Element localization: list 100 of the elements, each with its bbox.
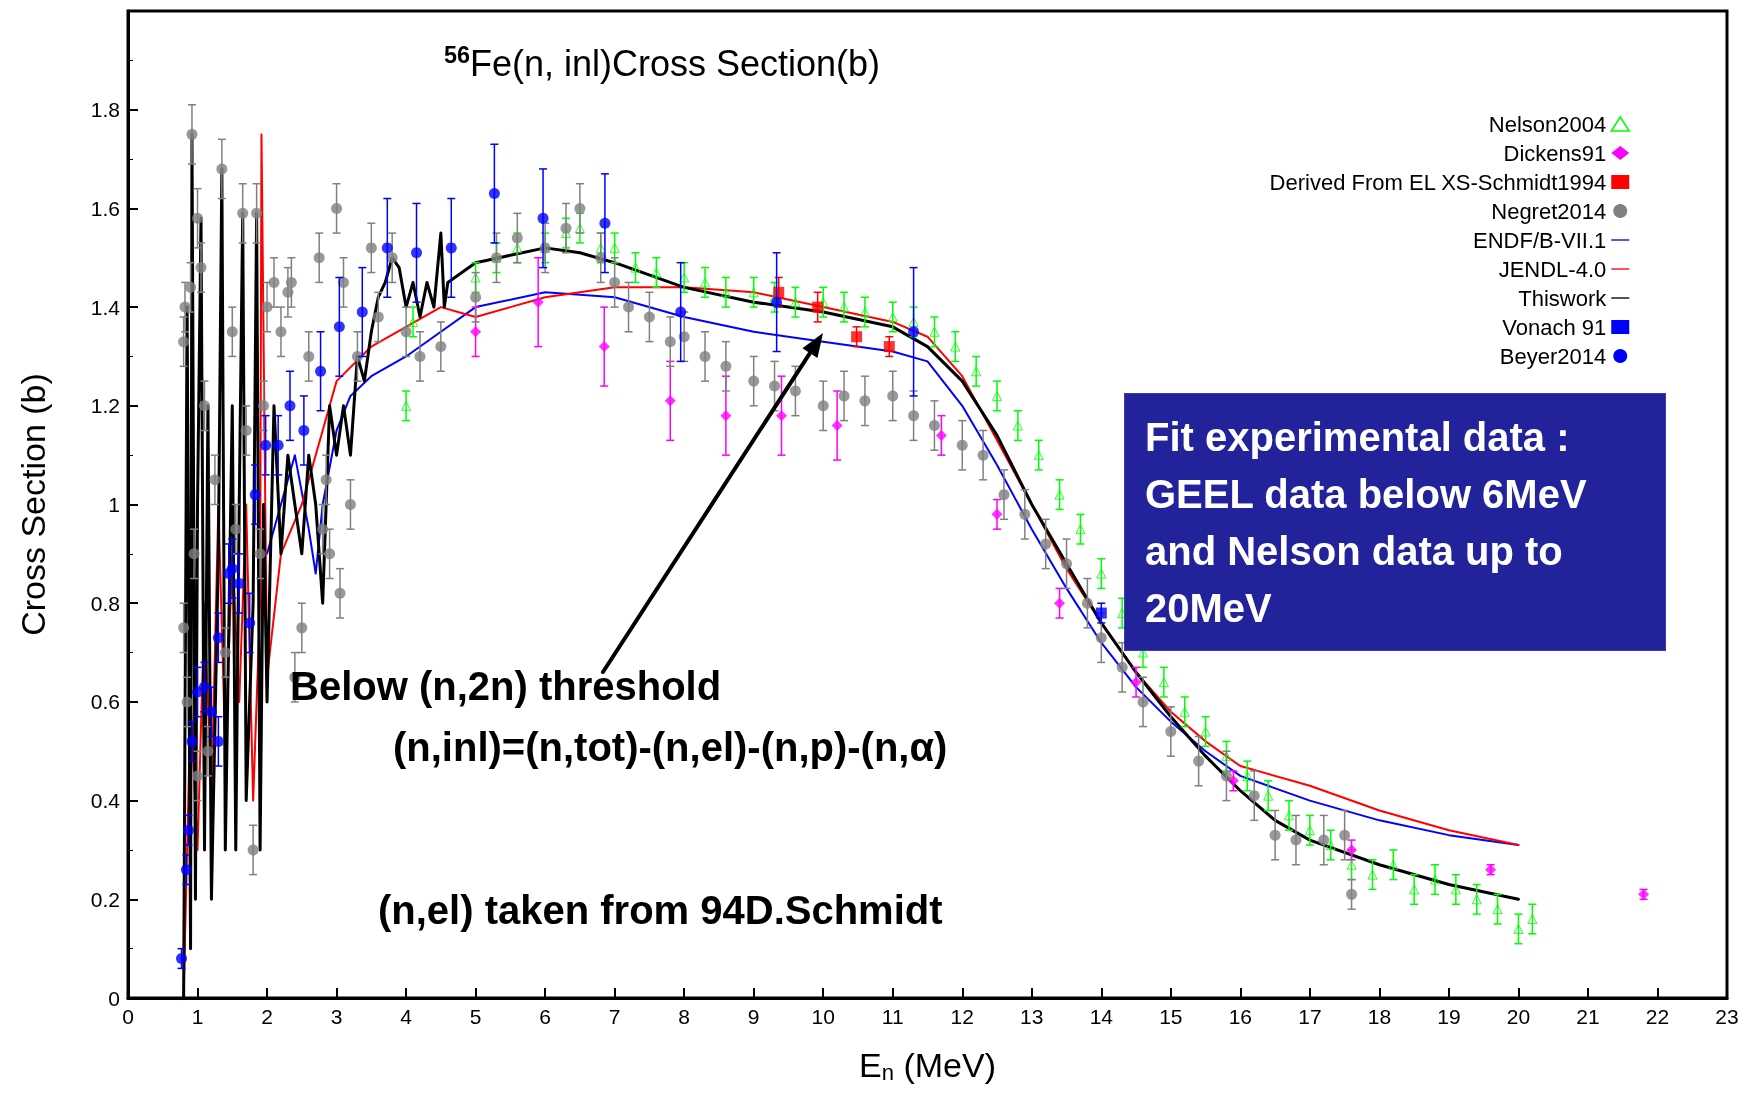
y-axis-title: Cross Section (b) bbox=[14, 373, 52, 636]
x-tick-label: 16 bbox=[1228, 1005, 1253, 1028]
point bbox=[249, 489, 261, 501]
x-tick-label: 14 bbox=[1089, 1005, 1114, 1028]
x-tick-label: 11 bbox=[881, 1005, 904, 1028]
point bbox=[445, 242, 457, 254]
point bbox=[1242, 770, 1253, 781]
point bbox=[1054, 597, 1066, 609]
legend-label: ENDF/B-VII.1 bbox=[1473, 227, 1607, 253]
point bbox=[818, 297, 829, 308]
point bbox=[1221, 751, 1232, 762]
point bbox=[1450, 884, 1461, 895]
point bbox=[950, 341, 961, 352]
point bbox=[790, 297, 801, 308]
point bbox=[599, 217, 611, 229]
point bbox=[1471, 894, 1482, 905]
annotation: Fit experimental data : GEEL data below 6MeV and Nelson data up to 20MeV bbox=[1145, 414, 1598, 630]
x-tick-label: 18 bbox=[1367, 1005, 1392, 1028]
point bbox=[1284, 810, 1295, 821]
point bbox=[1304, 825, 1315, 836]
point bbox=[883, 341, 895, 353]
point bbox=[226, 563, 238, 575]
point bbox=[272, 439, 284, 451]
point bbox=[1388, 859, 1399, 870]
point bbox=[183, 824, 194, 836]
point bbox=[315, 365, 327, 377]
point bbox=[1346, 844, 1358, 856]
point bbox=[512, 242, 523, 253]
point bbox=[1492, 904, 1503, 915]
point bbox=[470, 326, 482, 338]
x-tick-label: 3 bbox=[330, 1005, 343, 1028]
x-tick-label: 2 bbox=[261, 1005, 273, 1028]
x-tick-label: 15 bbox=[1159, 1005, 1183, 1028]
y-tick-label: 0.2 bbox=[90, 887, 120, 911]
x-tick-label: 22 bbox=[1645, 1005, 1670, 1028]
point bbox=[664, 395, 676, 407]
point bbox=[1513, 923, 1524, 934]
point bbox=[887, 311, 898, 322]
point bbox=[574, 223, 585, 234]
annotation: (n,el) taken from 94D.Schmidt bbox=[378, 888, 943, 932]
point bbox=[1054, 489, 1065, 500]
point bbox=[595, 242, 606, 253]
point bbox=[991, 508, 1003, 520]
point bbox=[839, 302, 850, 313]
legend-label: JENDL-4.0 bbox=[1498, 256, 1607, 282]
point bbox=[411, 247, 423, 259]
point bbox=[1179, 706, 1190, 717]
point bbox=[598, 341, 610, 353]
point bbox=[284, 400, 296, 412]
y-tick-label: 1 bbox=[108, 493, 120, 516]
point bbox=[748, 287, 759, 298]
point bbox=[630, 262, 641, 273]
x-tick-label: 1 bbox=[191, 1005, 204, 1028]
point bbox=[1346, 859, 1357, 870]
point bbox=[720, 287, 731, 298]
annotation: Below (n,2n) threshold bbox=[290, 664, 722, 708]
legend-label: Beyer2014 bbox=[1499, 343, 1607, 369]
point bbox=[609, 242, 620, 253]
y-tick-label: 0 bbox=[108, 986, 120, 1010]
x-tick-label: 23 bbox=[1715, 1005, 1739, 1028]
legend-label: Thiswork bbox=[1518, 285, 1608, 311]
point bbox=[532, 296, 544, 308]
point bbox=[812, 301, 824, 313]
point bbox=[651, 267, 662, 278]
legend-label: Nelson2004 bbox=[1488, 111, 1607, 137]
x-tick-label: 13 bbox=[1020, 1005, 1044, 1028]
y-tick-label: 0.8 bbox=[90, 591, 120, 615]
point bbox=[929, 326, 940, 337]
x-tick-label: 9 bbox=[747, 1005, 760, 1028]
y-tick-label: 1.8 bbox=[90, 98, 120, 122]
point bbox=[1200, 726, 1211, 737]
point bbox=[1527, 914, 1538, 925]
point bbox=[1409, 884, 1420, 895]
point bbox=[992, 390, 1003, 401]
point bbox=[851, 331, 863, 343]
point bbox=[1367, 869, 1378, 880]
point bbox=[1430, 874, 1441, 885]
x-tick-label: 6 bbox=[539, 1005, 551, 1028]
point bbox=[908, 326, 920, 338]
y-tick-label: 0.6 bbox=[90, 690, 120, 714]
point bbox=[356, 306, 368, 318]
point bbox=[859, 307, 870, 318]
point bbox=[401, 400, 412, 411]
point bbox=[470, 272, 481, 283]
legend-label: Derived From EL XS-Schmidt1994 bbox=[1269, 169, 1607, 195]
legend-label: Negret2014 bbox=[1491, 198, 1607, 224]
point bbox=[771, 296, 783, 308]
x-tick-label: 7 bbox=[608, 1005, 621, 1028]
x-tick-label: 4 bbox=[400, 1005, 413, 1028]
point bbox=[488, 188, 500, 200]
point bbox=[1075, 524, 1086, 535]
point bbox=[1227, 775, 1239, 787]
y-tick-label: 0.4 bbox=[90, 789, 121, 813]
point bbox=[935, 429, 947, 441]
x-tick-label: 19 bbox=[1437, 1005, 1461, 1028]
point bbox=[381, 242, 393, 254]
y-tick-label: 1.6 bbox=[90, 196, 120, 220]
point bbox=[1325, 840, 1336, 851]
point bbox=[1095, 607, 1107, 619]
point bbox=[831, 420, 843, 432]
